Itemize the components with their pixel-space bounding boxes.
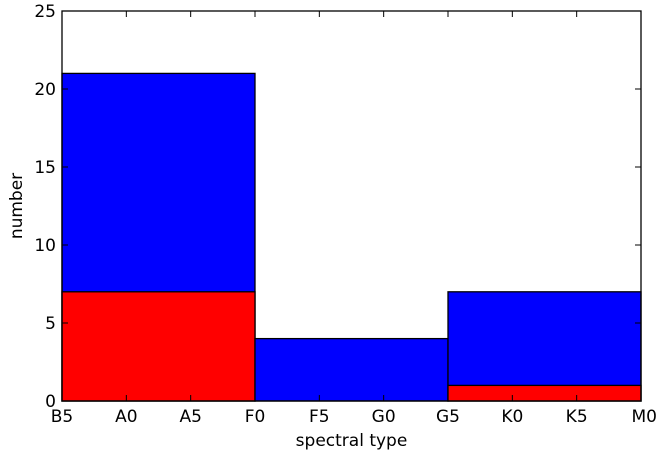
y-tick-label: 25	[34, 2, 56, 22]
y-axis-ticks: 0 5 10 15 20 25	[34, 2, 641, 412]
x-tick-label: G0	[372, 407, 396, 427]
bars-layer	[61, 72, 642, 402]
x-tick-label: F0	[245, 407, 266, 427]
bar-total-1	[254, 337, 449, 402]
y-tick-label: 0	[45, 392, 56, 412]
plot-frame	[61, 10, 642, 402]
y-tick-label: 20	[34, 80, 56, 100]
x-tick-label: F5	[309, 407, 330, 427]
bar-total-2	[447, 291, 642, 402]
x-tick-label: B5	[51, 407, 73, 427]
x-tick-label: K0	[501, 407, 523, 427]
x-tick-label: A5	[179, 407, 201, 427]
x-tick-label: A0	[115, 407, 137, 427]
bar-subset-0	[61, 291, 256, 402]
y-tick-label: 5	[45, 314, 56, 334]
x-axis-label: spectral type	[296, 431, 408, 451]
x-tick-label: G5	[436, 407, 460, 427]
y-axis-label: number	[7, 173, 27, 239]
bar-subset-2	[447, 384, 642, 402]
x-tick-label: K5	[566, 407, 588, 427]
x-axis-ticks: B5 A0 A5 F0 F5 G0 G5 K0 K5 M0	[51, 11, 657, 427]
y-tick-label: 15	[34, 158, 56, 178]
y-tick-label: 10	[34, 236, 56, 256]
x-tick-label: M0	[632, 407, 657, 427]
